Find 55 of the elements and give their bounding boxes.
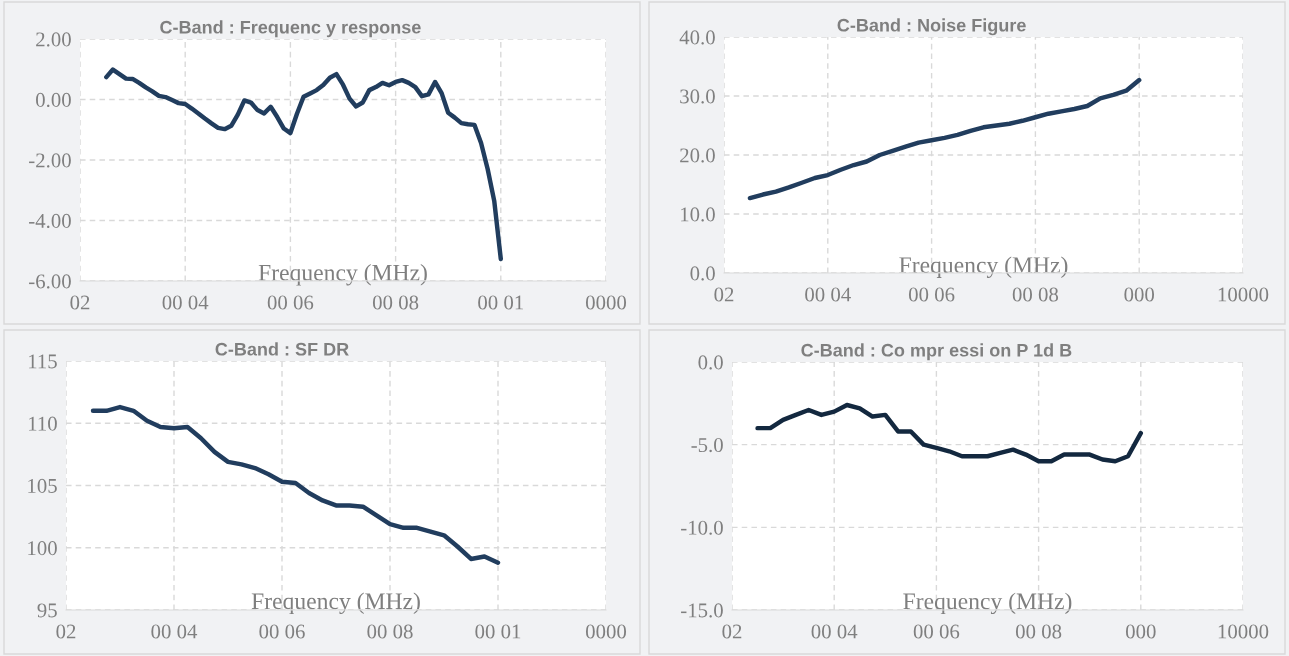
y-tick-label: 0.0 [690, 266, 715, 281]
x-tick-label: 000 [1125, 624, 1156, 639]
x-tick-label: 10000 [1218, 624, 1269, 639]
x-tick-label: 02 [722, 624, 742, 639]
x-tick-label: 00 01 [475, 624, 521, 639]
x-tick-label: 00 08 [372, 295, 419, 310]
x-tick-label: 02 [714, 287, 734, 302]
chart-title: C-Band : Noise Figure [837, 18, 1026, 36]
x-tick-label: 0000 [585, 295, 627, 310]
x-tick-label: 00 06 [267, 295, 314, 310]
x-tick-label: 00 04 [811, 624, 858, 639]
y-tick-label: 115 [29, 354, 57, 369]
y-tick-label: 95 [37, 603, 57, 618]
y-tick-label: 20.0 [680, 148, 715, 163]
y-tick-label: -4.00 [29, 213, 71, 229]
x-tick-label: 00 08 [1015, 624, 1062, 639]
x-tick-label: 02 [56, 624, 76, 639]
chart-title: C-Band : Co mpr essi on P 1d B [801, 343, 1072, 361]
x-tick-label: 0000 [585, 624, 627, 639]
line-series [104, 67, 504, 262]
x-axis-title: Frequency (MHz) [903, 592, 1072, 615]
x-axis-title: Frequency (MHz) [251, 592, 420, 615]
x-tick-label: 000 [1124, 287, 1155, 302]
x-tick-label: 10000 [1218, 287, 1269, 302]
y-tick-label: -15.0 [681, 603, 723, 618]
x-tick-label: 00 06 [908, 287, 955, 302]
line-series [90, 404, 501, 565]
y-tick-label: 105 [28, 478, 57, 493]
x-tick-label: 00 08 [1012, 287, 1059, 302]
x-tick-label: 00 06 [259, 624, 305, 639]
line-series [755, 402, 1144, 464]
x-axis-title: Frequency (MHz) [899, 256, 1068, 278]
x-axis-title: Frequency (MHz) [258, 264, 427, 286]
y-tick-label: 0.0 [698, 355, 723, 370]
y-tick-label: 10.0 [681, 207, 715, 222]
y-tick-label: 2.00 [36, 32, 71, 47]
y-tick-label: 100 [28, 541, 57, 556]
y-tick-label: 30.0 [680, 89, 715, 104]
x-tick-label: 00 08 [367, 624, 413, 639]
x-tick-label: 00 01 [478, 295, 523, 310]
x-tick-label: 00 06 [913, 624, 960, 639]
y-tick-label: -2.00 [29, 153, 71, 168]
x-tick-label: 00 04 [805, 287, 851, 302]
x-tick-label: 00 04 [151, 624, 198, 639]
y-tick-label: -10.0 [681, 520, 723, 535]
x-tick-label: 00 04 [162, 295, 209, 310]
chart-title: C-Band : Frequenc y response [160, 20, 421, 38]
y-tick-label: 110 [29, 416, 57, 431]
line-series [747, 77, 1142, 201]
chart-title: C-Band : SF DR [215, 342, 349, 356]
x-tick-label: 02 [70, 295, 90, 310]
y-tick-label: 0.00 [36, 92, 71, 108]
y-tick-label: -6.00 [29, 274, 71, 289]
y-tick-label: 40.0 [679, 30, 715, 45]
y-tick-label: -5.0 [691, 438, 723, 453]
